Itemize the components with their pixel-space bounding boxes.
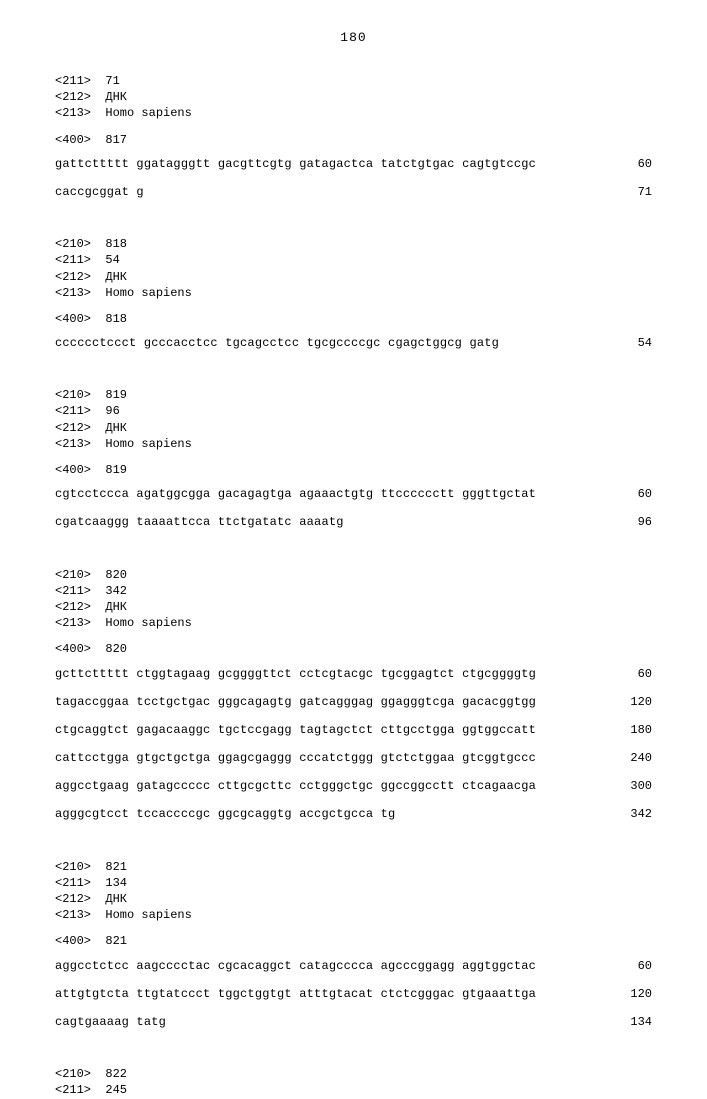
- seq-text: caccgcggat g: [55, 184, 144, 200]
- spacer: [55, 633, 652, 641]
- page-container: 180 <211> 71<212> ДНК<213> Homo sapiens<…: [0, 0, 707, 1000]
- seq-position-number: 54: [602, 335, 652, 351]
- seq-line: cattcctgga gtgctgctga ggagcgaggg cccatct…: [55, 750, 652, 766]
- seq-block: cgtcctccca agatggcgga gacagagtga agaaact…: [55, 486, 652, 530]
- seq-text: gattcttttt ggatagggtt gacgttcgtg gatagac…: [55, 156, 536, 172]
- header-line: <211> 245: [55, 1082, 652, 1098]
- header-line: <211> 54: [55, 252, 652, 268]
- record-header-block: <211> 71<212> ДНК<213> Homo sapiens: [55, 73, 652, 122]
- seq-block: gattcttttt ggatagggtt gacgttcgtg gatagac…: [55, 156, 652, 200]
- seq-block: cccccctccct gcccacctcc tgcagcctcc tgcgcc…: [55, 335, 652, 351]
- seq-position-number: 60: [602, 156, 652, 172]
- seq-position-number: 96: [602, 514, 652, 530]
- seq-line: ctgcaggtct gagacaaggc tgctccgagg tagtagc…: [55, 722, 652, 738]
- header-line: <213> Homo sapiens: [55, 436, 652, 452]
- seq-block: aggcctctcc aagcccctac cgcacaggct catagcc…: [55, 958, 652, 1031]
- spacer: [55, 1048, 652, 1066]
- seq-text: gcttcttttt ctggtagaag gcggggttct cctcgta…: [55, 666, 536, 682]
- header-line: <210> 821: [55, 859, 652, 875]
- seq-line: caccgcggat g 71: [55, 184, 652, 200]
- spacer: [55, 124, 652, 132]
- spacer: [55, 925, 652, 933]
- header-line: <210> 822: [55, 1066, 652, 1082]
- record-header-block: <210> 822<211> 245: [55, 1066, 652, 1098]
- record-header-block: <210> 818<211> 54<212> ДНК<213> Homo sap…: [55, 236, 652, 301]
- seq-position-number: 120: [602, 694, 652, 710]
- header-line: <211> 134: [55, 875, 652, 891]
- header-line: <213> Homo sapiens: [55, 907, 652, 923]
- header-line: <211> 96: [55, 403, 652, 419]
- seq-line: aggcctgaag gatagccccc cttgcgcttc cctgggc…: [55, 778, 652, 794]
- seq-line: aggcctctcc aagcccctac cgcacaggct catagcc…: [55, 958, 652, 974]
- seq-text: ctgcaggtct gagacaaggc tgctccgagg tagtagc…: [55, 722, 536, 738]
- header-line: <212> ДНК: [55, 269, 652, 285]
- seq-text: cgatcaaggg taaaattcca ttctgatatc aaaatg: [55, 514, 344, 530]
- seq-line: cagtgaaaag tatg 134: [55, 1014, 652, 1030]
- header-line: <211> 71: [55, 73, 652, 89]
- seq-position-number: 60: [602, 958, 652, 974]
- seq-line: agggcgtcct tccaccccgc ggcgcaggtg accgctg…: [55, 806, 652, 822]
- spacer: [55, 454, 652, 462]
- spacer: [55, 841, 652, 859]
- seq-position-number: 134: [602, 1014, 652, 1030]
- seq-text: aggcctctcc aagcccctac cgcacaggct catagcc…: [55, 958, 536, 974]
- seq-header: <400> 818: [55, 311, 652, 327]
- seq-line: tagaccggaa tcctgctgac gggcagagtg gatcagg…: [55, 694, 652, 710]
- seq-header: <400> 821: [55, 933, 652, 949]
- seq-text: aggcctgaag gatagccccc cttgcgcttc cctgggc…: [55, 778, 536, 794]
- header-line: <212> ДНК: [55, 599, 652, 615]
- header-line: <211> 342: [55, 583, 652, 599]
- seq-text: cattcctgga gtgctgctga ggagcgaggg cccatct…: [55, 750, 536, 766]
- seq-block: gcttcttttt ctggtagaag gcggggttct cctcgta…: [55, 666, 652, 823]
- seq-line: cccccctccct gcccacctcc tgcagcctcc tgcgcc…: [55, 335, 652, 351]
- record-header-block: <210> 820<211> 342<212> ДНК<213> Homo sa…: [55, 567, 652, 632]
- seq-position-number: 180: [602, 722, 652, 738]
- seq-text: tagaccggaa tcctgctgac gggcagagtg gatcagg…: [55, 694, 536, 710]
- seq-position-number: 60: [602, 486, 652, 502]
- header-line: <212> ДНК: [55, 891, 652, 907]
- header-line: <210> 819: [55, 387, 652, 403]
- seq-header: <400> 820: [55, 641, 652, 657]
- records-container: <211> 71<212> ДНК<213> Homo sapiens<400>…: [55, 73, 652, 1099]
- spacer: [55, 303, 652, 311]
- spacer: [55, 218, 652, 236]
- seq-line: cgatcaaggg taaaattcca ttctgatatc aaaatg 9…: [55, 514, 652, 530]
- seq-text: agggcgtcct tccaccccgc ggcgcaggtg accgctg…: [55, 806, 395, 822]
- header-line: <212> ДНК: [55, 89, 652, 105]
- header-line: <213> Homo sapiens: [55, 285, 652, 301]
- record-header-block: <210> 821<211> 134<212> ДНК<213> Homo sa…: [55, 859, 652, 924]
- seq-line: cgtcctccca agatggcgga gacagagtga agaaact…: [55, 486, 652, 502]
- record-header-block: <210> 819<211> 96<212> ДНК<213> Homo sap…: [55, 387, 652, 452]
- seq-line: gcttcttttt ctggtagaag gcggggttct cctcgta…: [55, 666, 652, 682]
- seq-text: cccccctccct gcccacctcc tgcagcctcc tgcgcc…: [55, 335, 499, 351]
- header-line: <213> Homo sapiens: [55, 615, 652, 631]
- seq-header: <400> 819: [55, 462, 652, 478]
- header-line: <213> Homo sapiens: [55, 105, 652, 121]
- seq-text: cgtcctccca agatggcgga gacagagtga agaaact…: [55, 486, 536, 502]
- page-number: 180: [55, 30, 652, 45]
- spacer: [55, 549, 652, 567]
- seq-position-number: 71: [602, 184, 652, 200]
- seq-position-number: 300: [602, 778, 652, 794]
- header-line: <210> 820: [55, 567, 652, 583]
- header-line: <210> 818: [55, 236, 652, 252]
- seq-line: gattcttttt ggatagggtt gacgttcgtg gatagac…: [55, 156, 652, 172]
- seq-position-number: 60: [602, 666, 652, 682]
- seq-position-number: 342: [602, 806, 652, 822]
- seq-header: <400> 817: [55, 132, 652, 148]
- seq-text: cagtgaaaag tatg: [55, 1014, 166, 1030]
- spacer: [55, 369, 652, 387]
- seq-position-number: 240: [602, 750, 652, 766]
- header-line: <212> ДНК: [55, 420, 652, 436]
